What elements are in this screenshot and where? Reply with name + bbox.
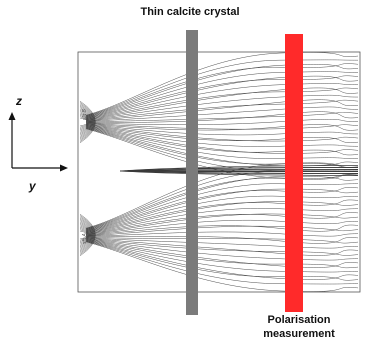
trajectory-line [85,238,359,268]
plot-frame [77,51,361,293]
trajectory-line [85,87,359,120]
trajectory-line [79,108,93,136]
trajectory-line [85,208,359,234]
trajectory-line [85,59,359,116]
trajectory-line [79,110,93,134]
trajectory-line [79,230,90,240]
trajectory-line [85,122,359,130]
trajectory-line [79,100,96,144]
trajectory-line [85,124,359,143]
trajectory-line [85,111,359,123]
trajectory-line [79,115,91,129]
trajectory-line [85,237,359,256]
trajectory-line [85,99,359,121]
y-arrowhead [60,164,68,172]
trajectory-line [85,239,359,273]
trajectory-line [85,126,359,156]
trajectory-line [85,213,359,235]
trajectory-line [119,170,359,176]
trajectory-line [85,64,359,117]
trajectory-line [85,231,359,237]
polarisation-label-line2: measurement [263,328,335,340]
trajectory-line [85,219,359,235]
y-axis-label: y [29,179,36,193]
trajectory-line [79,116,90,128]
trajectory-line [85,241,359,292]
trajectory-line [85,127,359,168]
trajectory-line [85,212,359,234]
polarisation-measurement-bar [285,34,303,312]
trajectory-line [85,240,359,280]
trajectory-line [79,111,92,133]
trajectory-line [85,127,359,167]
trajectory-line [85,238,359,261]
trajectory-line [85,123,359,131]
trajectory-line [85,119,359,125]
trajectory-line [85,188,359,232]
trajectory-line [85,52,359,116]
slit-a-tag: slit A [82,233,88,244]
trajectory-line [85,240,359,281]
trajectory-line [85,163,359,229]
trajectory-line [85,63,359,117]
trajectory-line [85,125,359,154]
trajectory-line [85,71,359,118]
trajectory-line [85,94,359,121]
trajectory-line [85,235,359,244]
trajectory-line [85,236,359,244]
trajectory-line [85,237,359,256]
trajectory-line [85,183,359,231]
trajectory-line [85,236,359,249]
trajectory-line [85,176,359,230]
z-axis-label: z [16,94,22,108]
trajectory-line [85,125,359,147]
trajectory-line [79,106,94,138]
trajectory-line [85,195,359,232]
trajectory-line [85,128,359,172]
trajectory-line [85,241,359,285]
trajectory-line [85,199,359,233]
trajectory-line [85,128,359,179]
trajectory-line [85,87,359,120]
trajectory-line [79,117,90,127]
trajectory-line [85,124,359,142]
trajectory-line [79,102,96,142]
trajectory-line [79,104,95,140]
trajectory-line [85,239,359,269]
crystal-title: Thin calcite crystal [140,6,240,18]
trajectory-line [85,83,359,119]
trajectory-line [85,187,359,231]
trajectory-line [79,103,95,141]
polarisation-label: Polarisation measurement [244,313,354,341]
slit-b-tag: slit B [82,109,88,120]
polarisation-label-line1: Polarisation [267,314,331,326]
trajectory-line [85,106,359,122]
trajectory-line [85,224,359,235]
trajectory-line [85,126,359,159]
trajectory-line [85,75,359,119]
trajectory-line [85,75,359,118]
trajectory-line [79,107,94,137]
calcite-crystal-bar [186,30,198,315]
trajectory-line [79,112,92,132]
z-arrowhead [8,112,16,120]
trajectory-line [85,99,359,122]
axis-arrows-icon [8,112,68,172]
trajectory-line [85,225,359,236]
trajectory-lines [79,52,359,292]
trajectory-line [85,123,359,136]
trajectory-line [79,113,91,131]
trajectory-line [85,201,359,233]
